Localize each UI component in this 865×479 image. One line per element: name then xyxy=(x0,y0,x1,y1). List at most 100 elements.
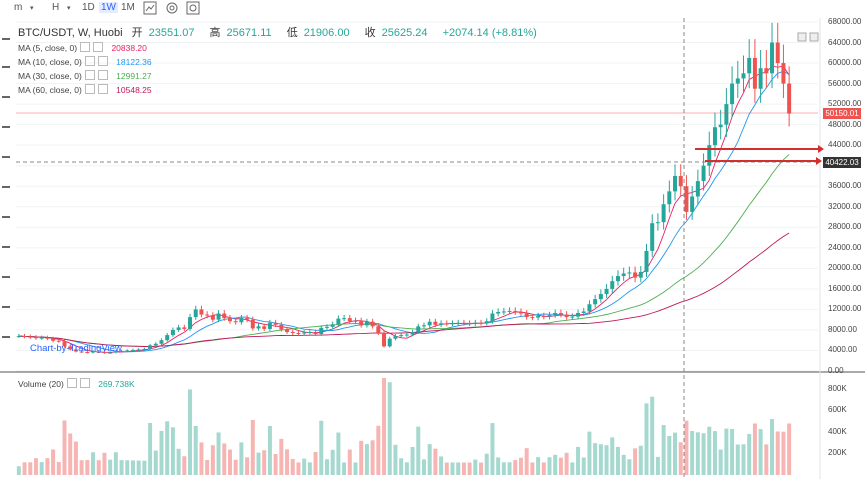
drawing-tool[interactable] xyxy=(2,38,10,40)
symbol-title[interactable]: BTC/USDT, W, Huobi xyxy=(18,27,123,39)
chevron-down-icon[interactable]: ▾ xyxy=(67,5,71,12)
candle-body xyxy=(302,332,307,334)
volume-bar xyxy=(313,451,318,475)
drawing-tool[interactable] xyxy=(2,216,10,218)
volume-bar xyxy=(581,457,586,475)
candle-body xyxy=(695,181,700,197)
candle-body xyxy=(210,315,215,320)
candle-body xyxy=(770,42,775,74)
candle-body xyxy=(421,325,426,327)
timeframe-1m[interactable]: 1M xyxy=(121,2,135,13)
low-label: 低 21906.00 xyxy=(286,27,350,39)
candle-body xyxy=(564,314,569,318)
candle-body xyxy=(615,276,620,282)
volume-bar xyxy=(347,449,352,475)
ma5-legend[interactable]: MA (5, close, 0) 20838.20 xyxy=(18,42,147,53)
candle-body xyxy=(68,346,73,350)
candle-body xyxy=(530,317,535,319)
candle-body xyxy=(667,191,672,205)
candle-body xyxy=(205,314,210,316)
ma-line xyxy=(18,65,790,353)
volume-bar xyxy=(587,431,592,475)
drawing-tool[interactable] xyxy=(2,336,10,338)
volume-bar xyxy=(695,432,700,475)
drawing-tool[interactable] xyxy=(2,66,10,68)
volume-bar xyxy=(610,437,615,475)
volume-bar xyxy=(421,459,426,475)
candle-body xyxy=(182,327,187,329)
drawing-tool[interactable] xyxy=(2,126,10,128)
candle-body xyxy=(153,343,158,346)
volume-bar xyxy=(707,426,712,475)
price-tick-label: 52000.00 xyxy=(828,99,862,109)
candle-body xyxy=(701,165,706,182)
candle-body xyxy=(536,316,541,318)
price-tick-label: 56000.00 xyxy=(828,78,862,88)
candle-body xyxy=(581,311,586,314)
timeframe-minutes[interactable]: m xyxy=(14,2,23,13)
volume-bar xyxy=(176,448,181,475)
timeframe-hour[interactable]: H xyxy=(52,2,60,13)
ma60-legend[interactable]: MA (60, close, 0) 10548.25 xyxy=(18,84,152,95)
volume-bar xyxy=(518,457,523,475)
volume-bar xyxy=(273,454,278,475)
candle-body xyxy=(393,336,398,339)
candle-body xyxy=(650,223,655,251)
pane-close-icon xyxy=(809,32,819,42)
candle-body xyxy=(633,272,638,278)
ma10-legend[interactable]: MA (10, close, 0) 18122.36 xyxy=(18,56,152,67)
candle-body xyxy=(433,321,438,325)
volume-bar xyxy=(541,462,546,475)
candle-body xyxy=(222,313,227,319)
candle-body xyxy=(655,222,660,224)
candle-body xyxy=(267,322,272,329)
settings-icon[interactable] xyxy=(165,1,179,15)
candle-body xyxy=(730,83,735,105)
drawing-tool[interactable] xyxy=(2,186,10,188)
volume-bar xyxy=(73,441,78,475)
ma30-legend[interactable]: MA (30, close, 0) 12991.27 xyxy=(18,70,152,81)
volume-bar xyxy=(558,457,563,475)
candle-body xyxy=(45,337,50,339)
drawing-tool[interactable] xyxy=(2,306,10,308)
snapshot-icon[interactable] xyxy=(186,1,200,15)
candle-body xyxy=(547,315,552,317)
ma-line xyxy=(18,70,790,353)
candle-body xyxy=(644,250,649,272)
drawing-tool[interactable] xyxy=(2,156,10,158)
candle-body xyxy=(159,340,164,344)
volume-bar xyxy=(570,462,575,475)
candle-body xyxy=(96,351,101,353)
chevron-down-icon[interactable]: ▾ xyxy=(30,5,34,12)
candle-body xyxy=(661,204,666,223)
arrow-head-icon xyxy=(818,145,824,153)
candle-body xyxy=(741,73,746,79)
volume-bar xyxy=(188,389,193,475)
volume-bar xyxy=(758,429,763,475)
candle-body xyxy=(752,57,757,89)
candle-body xyxy=(39,337,44,339)
timeframe-1d[interactable]: 1D xyxy=(82,2,95,13)
candle-body xyxy=(176,327,181,330)
candle-body xyxy=(342,318,347,320)
price-tick-label: 44000.00 xyxy=(828,140,862,150)
candle-body xyxy=(330,324,335,327)
candle-body xyxy=(313,331,318,335)
drawing-tool[interactable] xyxy=(2,96,10,98)
volume-bar xyxy=(324,459,329,475)
candle-body xyxy=(324,326,329,328)
volume-bar xyxy=(302,458,307,475)
volume-legend[interactable]: Volume (20) 269.738K xyxy=(18,378,135,389)
volume-bar xyxy=(787,423,792,475)
drawing-tool[interactable] xyxy=(2,276,10,278)
chart-type-icon[interactable] xyxy=(143,1,157,15)
volume-bar xyxy=(633,448,638,475)
timeframe-1w[interactable]: 1W xyxy=(99,2,118,13)
candle-body xyxy=(102,352,107,354)
drawn-annotations xyxy=(16,18,824,479)
candle-body xyxy=(193,309,198,318)
candle-body xyxy=(142,348,147,350)
volume-bar xyxy=(615,446,620,475)
drawing-tool[interactable] xyxy=(2,246,10,248)
